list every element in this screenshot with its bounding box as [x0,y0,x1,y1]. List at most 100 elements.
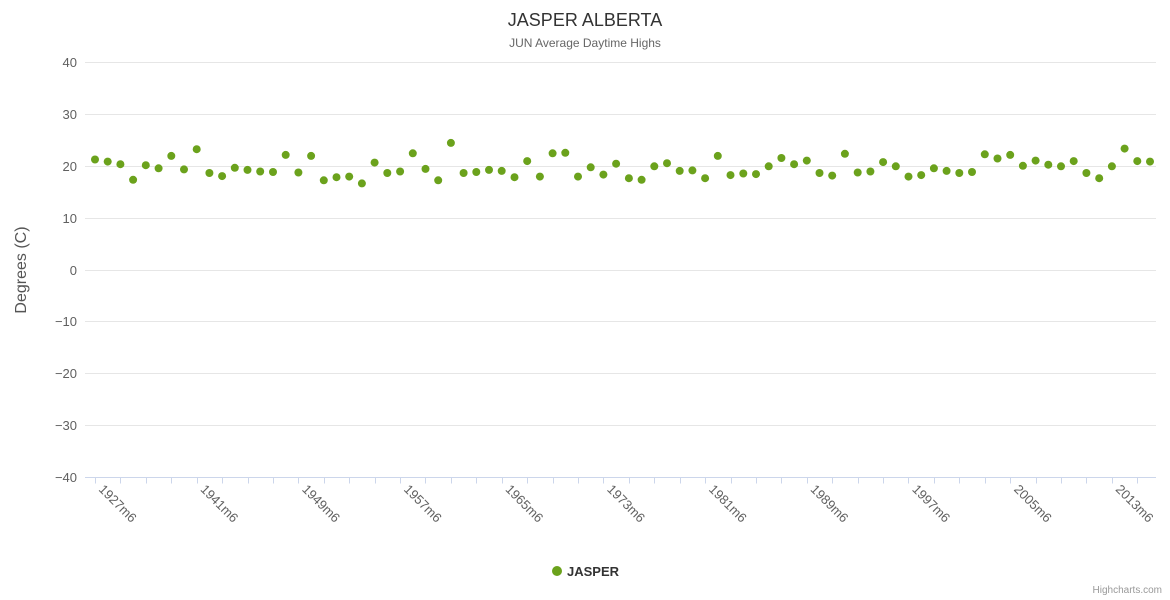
data-point[interactable] [980,150,989,159]
x-axis-label: 2013m6 [1113,482,1157,526]
data-point[interactable] [548,149,557,158]
legend-label: JASPER [567,564,620,579]
data-point[interactable] [459,169,468,177]
data-point[interactable] [752,170,760,179]
data-point[interactable] [1146,157,1154,166]
data-point[interactable] [497,166,506,175]
data-point[interactable] [688,166,697,175]
data-point[interactable] [396,167,405,176]
data-point[interactable] [243,165,252,174]
credits-link[interactable]: Highcharts.com [1093,585,1162,596]
data-point[interactable] [332,173,341,182]
data-point[interactable] [485,165,493,174]
data-point[interactable] [1044,160,1053,169]
data-point[interactable] [535,172,544,181]
data-point[interactable] [993,154,1002,163]
data-point[interactable] [192,145,201,154]
data-point[interactable] [1018,161,1027,170]
data-point[interactable] [1095,174,1104,183]
data-point[interactable] [624,174,633,183]
data-point[interactable] [307,151,316,160]
data-point[interactable] [116,160,125,169]
data-point[interactable] [815,169,824,177]
x-axis [85,477,1156,484]
data-point[interactable] [510,173,519,182]
data-point[interactable] [663,159,671,168]
y-axis-label: 0 [70,263,77,278]
data-point[interactable] [370,158,379,167]
x-axis-label: 1965m6 [503,482,547,526]
data-point[interactable] [1057,162,1065,171]
data-point[interactable] [879,158,888,167]
data-point[interactable] [434,176,443,185]
data-point[interactable] [408,149,417,158]
y-axis-label: 20 [63,159,77,174]
data-point[interactable] [319,176,328,185]
data-point[interactable] [383,169,392,177]
data-point[interactable] [701,174,710,183]
data-point[interactable] [942,166,951,175]
data-point[interactable] [561,148,570,157]
data-point[interactable] [281,150,290,159]
data-point[interactable] [675,166,684,175]
data-point[interactable] [523,157,532,166]
data-point[interactable] [612,159,621,168]
data-point[interactable] [1133,157,1142,166]
data-point[interactable] [230,163,239,172]
data-point[interactable] [141,161,150,170]
y-axis-labels: 40 30 20 10 0 −10 −20 −30 −40 [55,55,77,485]
data-point[interactable] [1107,162,1116,171]
data-point[interactable] [904,172,913,181]
data-point[interactable] [840,149,849,158]
data-point[interactable] [802,156,811,165]
data-point[interactable] [713,151,722,160]
data-point[interactable] [650,162,659,171]
data-point[interactable] [269,168,277,176]
data-point[interactable] [1006,150,1015,159]
data-point[interactable] [1120,144,1129,153]
data-point[interactable] [294,168,303,177]
data-point[interactable] [446,138,455,147]
data-point[interactable] [1069,157,1078,166]
data-point[interactable] [828,171,837,180]
data-point[interactable] [574,172,582,181]
data-point[interactable] [357,179,366,188]
data-point[interactable] [866,167,875,176]
legend-item-jasper[interactable]: JASPER [552,564,620,579]
data-point[interactable] [91,155,99,164]
data-point[interactable] [472,168,481,176]
data-point[interactable] [129,175,138,184]
x-axis-label: 1927m6 [96,482,140,526]
data-point[interactable] [1031,156,1040,165]
data-point[interactable] [739,169,748,178]
data-point[interactable] [599,170,608,179]
data-point[interactable] [777,154,786,162]
data-point[interactable] [180,165,188,174]
data-point[interactable] [929,164,938,173]
data-point[interactable] [968,168,976,176]
data-point[interactable] [256,167,265,176]
data-point[interactable] [154,164,163,173]
x-axis-label: 1949m6 [299,482,343,526]
data-point[interactable] [205,169,214,177]
data-point[interactable] [764,162,773,171]
data-point[interactable] [421,164,430,173]
data-point[interactable] [586,163,595,172]
data-point[interactable] [637,175,646,184]
data-point[interactable] [917,171,926,180]
data-point[interactable] [103,157,112,166]
gridlines [85,62,1156,478]
x-axis-label: 1989m6 [808,482,852,526]
data-point[interactable] [790,160,799,169]
y-axis-label: 30 [63,107,77,122]
data-point[interactable] [955,169,964,177]
data-point[interactable] [891,162,900,171]
y-axis-label: −30 [55,418,77,433]
data-point[interactable] [167,151,176,160]
data-point[interactable] [218,172,227,181]
data-point[interactable] [1082,169,1091,177]
data-point[interactable] [853,168,862,177]
data-point[interactable] [345,172,354,181]
data-point[interactable] [726,171,735,180]
y-axis-label: −10 [55,314,77,329]
